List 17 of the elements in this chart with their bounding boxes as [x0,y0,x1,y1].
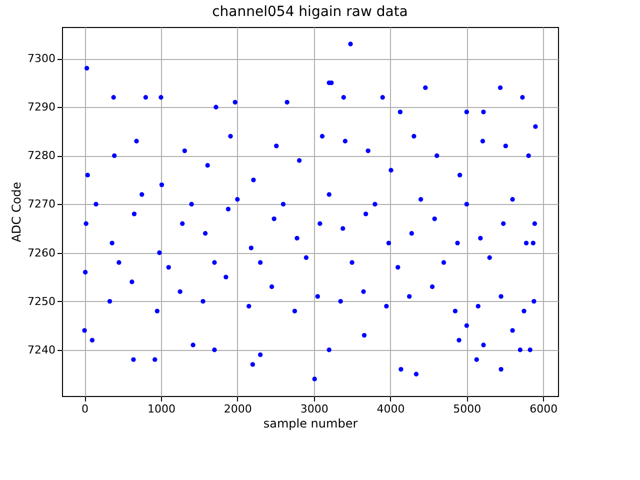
x-tick-label: 5000 [453,402,482,416]
x-axis-title: sample number [263,416,358,430]
x-tick-label: 4000 [376,402,405,416]
y-tick-label: 7280 [28,149,56,162]
x-tick-label: 3000 [300,402,328,416]
y-axis-title: ADC Code [10,182,24,242]
y-tick-label: 7260 [28,246,56,260]
x-tick-label: 0 [82,402,89,416]
y-tick-label: 7290 [28,100,56,114]
chart-title: channel054 higain raw data [212,4,408,20]
y-tick-label: 7270 [28,198,56,211]
y-tick-label: 7250 [28,294,56,308]
y-tick-label: 7240 [28,343,56,356]
y-tick-label: 7300 [28,52,56,66]
x-tick-label: 6000 [530,402,558,416]
x-tick-label: 1000 [147,402,176,416]
x-tick-label: 2000 [224,402,252,416]
